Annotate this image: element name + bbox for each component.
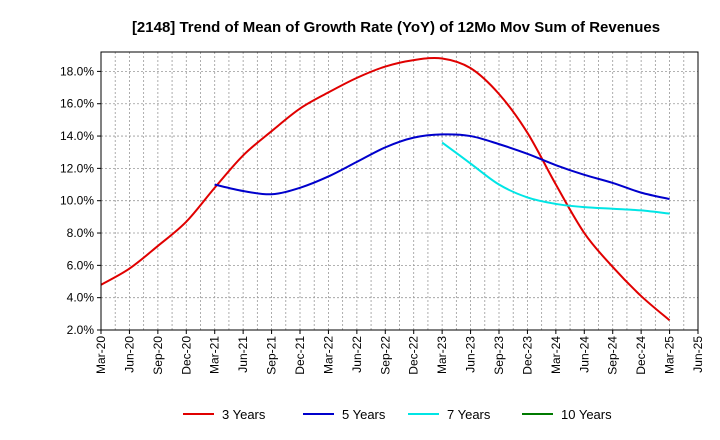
x-tick-label: Sep-24 (606, 336, 620, 375)
x-axis: Mar-20 Jun-20 Sep-20 Dec-20 Mar-21 Jun-21 Sep-… (94, 330, 705, 375)
x-tick-label: Mar-25 (663, 336, 677, 374)
legend-label-3-years: 3 Years (222, 407, 266, 422)
x-tick-label: Jun-20 (122, 336, 136, 373)
legend-label-10-years: 10 Years (561, 407, 612, 422)
x-tick-label: Jun-25 (691, 336, 705, 373)
x-tick-label: Mar-21 (208, 336, 222, 374)
y-tick-label: 16.0% (60, 97, 94, 111)
x-tick-label: Mar-23 (435, 336, 449, 374)
x-tick-label: Dec-23 (520, 336, 534, 375)
y-tick-label: 4.0% (67, 291, 95, 305)
series-line-5-years (214, 133, 670, 201)
x-tick-label: Mar-22 (321, 336, 335, 374)
y-tick-label: 8.0% (67, 226, 95, 240)
y-tick-label: 2.0% (67, 323, 95, 337)
y-tick-label: 10.0% (60, 194, 94, 208)
x-tick-label: Dec-21 (293, 336, 307, 375)
legend: 3 Years 5 Years 7 Years 10 Years (183, 407, 612, 422)
x-tick-label: Jun-24 (577, 336, 591, 373)
x-tick-label: Sep-22 (378, 336, 392, 375)
y-tick-label: 6.0% (67, 258, 95, 272)
x-tick-label: Dec-22 (407, 336, 421, 375)
series-line-7-years (441, 141, 670, 215)
x-tick-label: Jun-21 (236, 336, 250, 373)
x-tick-label: Mar-20 (94, 336, 108, 374)
legend-label-5-years: 5 Years (342, 407, 386, 422)
legend-label-7-years: 7 Years (447, 407, 491, 422)
series-line-3-years (100, 56, 671, 322)
plot-frame (100, 51, 699, 331)
x-tick-label: Sep-21 (265, 336, 279, 375)
x-tick-label: Jun-23 (464, 336, 478, 373)
y-tick-label: 12.0% (60, 161, 94, 175)
grid (100, 52, 699, 331)
y-tick-label: 18.0% (60, 64, 94, 78)
x-tick-label: Jun-22 (350, 336, 364, 373)
x-tick-label: Dec-20 (179, 336, 193, 375)
x-tick-label: Mar-24 (549, 336, 563, 374)
x-tick-label: Sep-23 (492, 336, 506, 375)
y-axis: 2.0% 4.0% 6.0% 8.0% 10.0% 12.0% 14.0% 16.0% 18.0… (60, 64, 101, 337)
chart-title: [2148] Trend of Mean of Growth Rate (YoY… (132, 19, 660, 36)
series-lines (100, 56, 671, 322)
y-tick-label: 14.0% (60, 129, 94, 143)
x-tick-label: Sep-20 (151, 336, 165, 375)
x-tick-label: Dec-24 (634, 336, 648, 375)
